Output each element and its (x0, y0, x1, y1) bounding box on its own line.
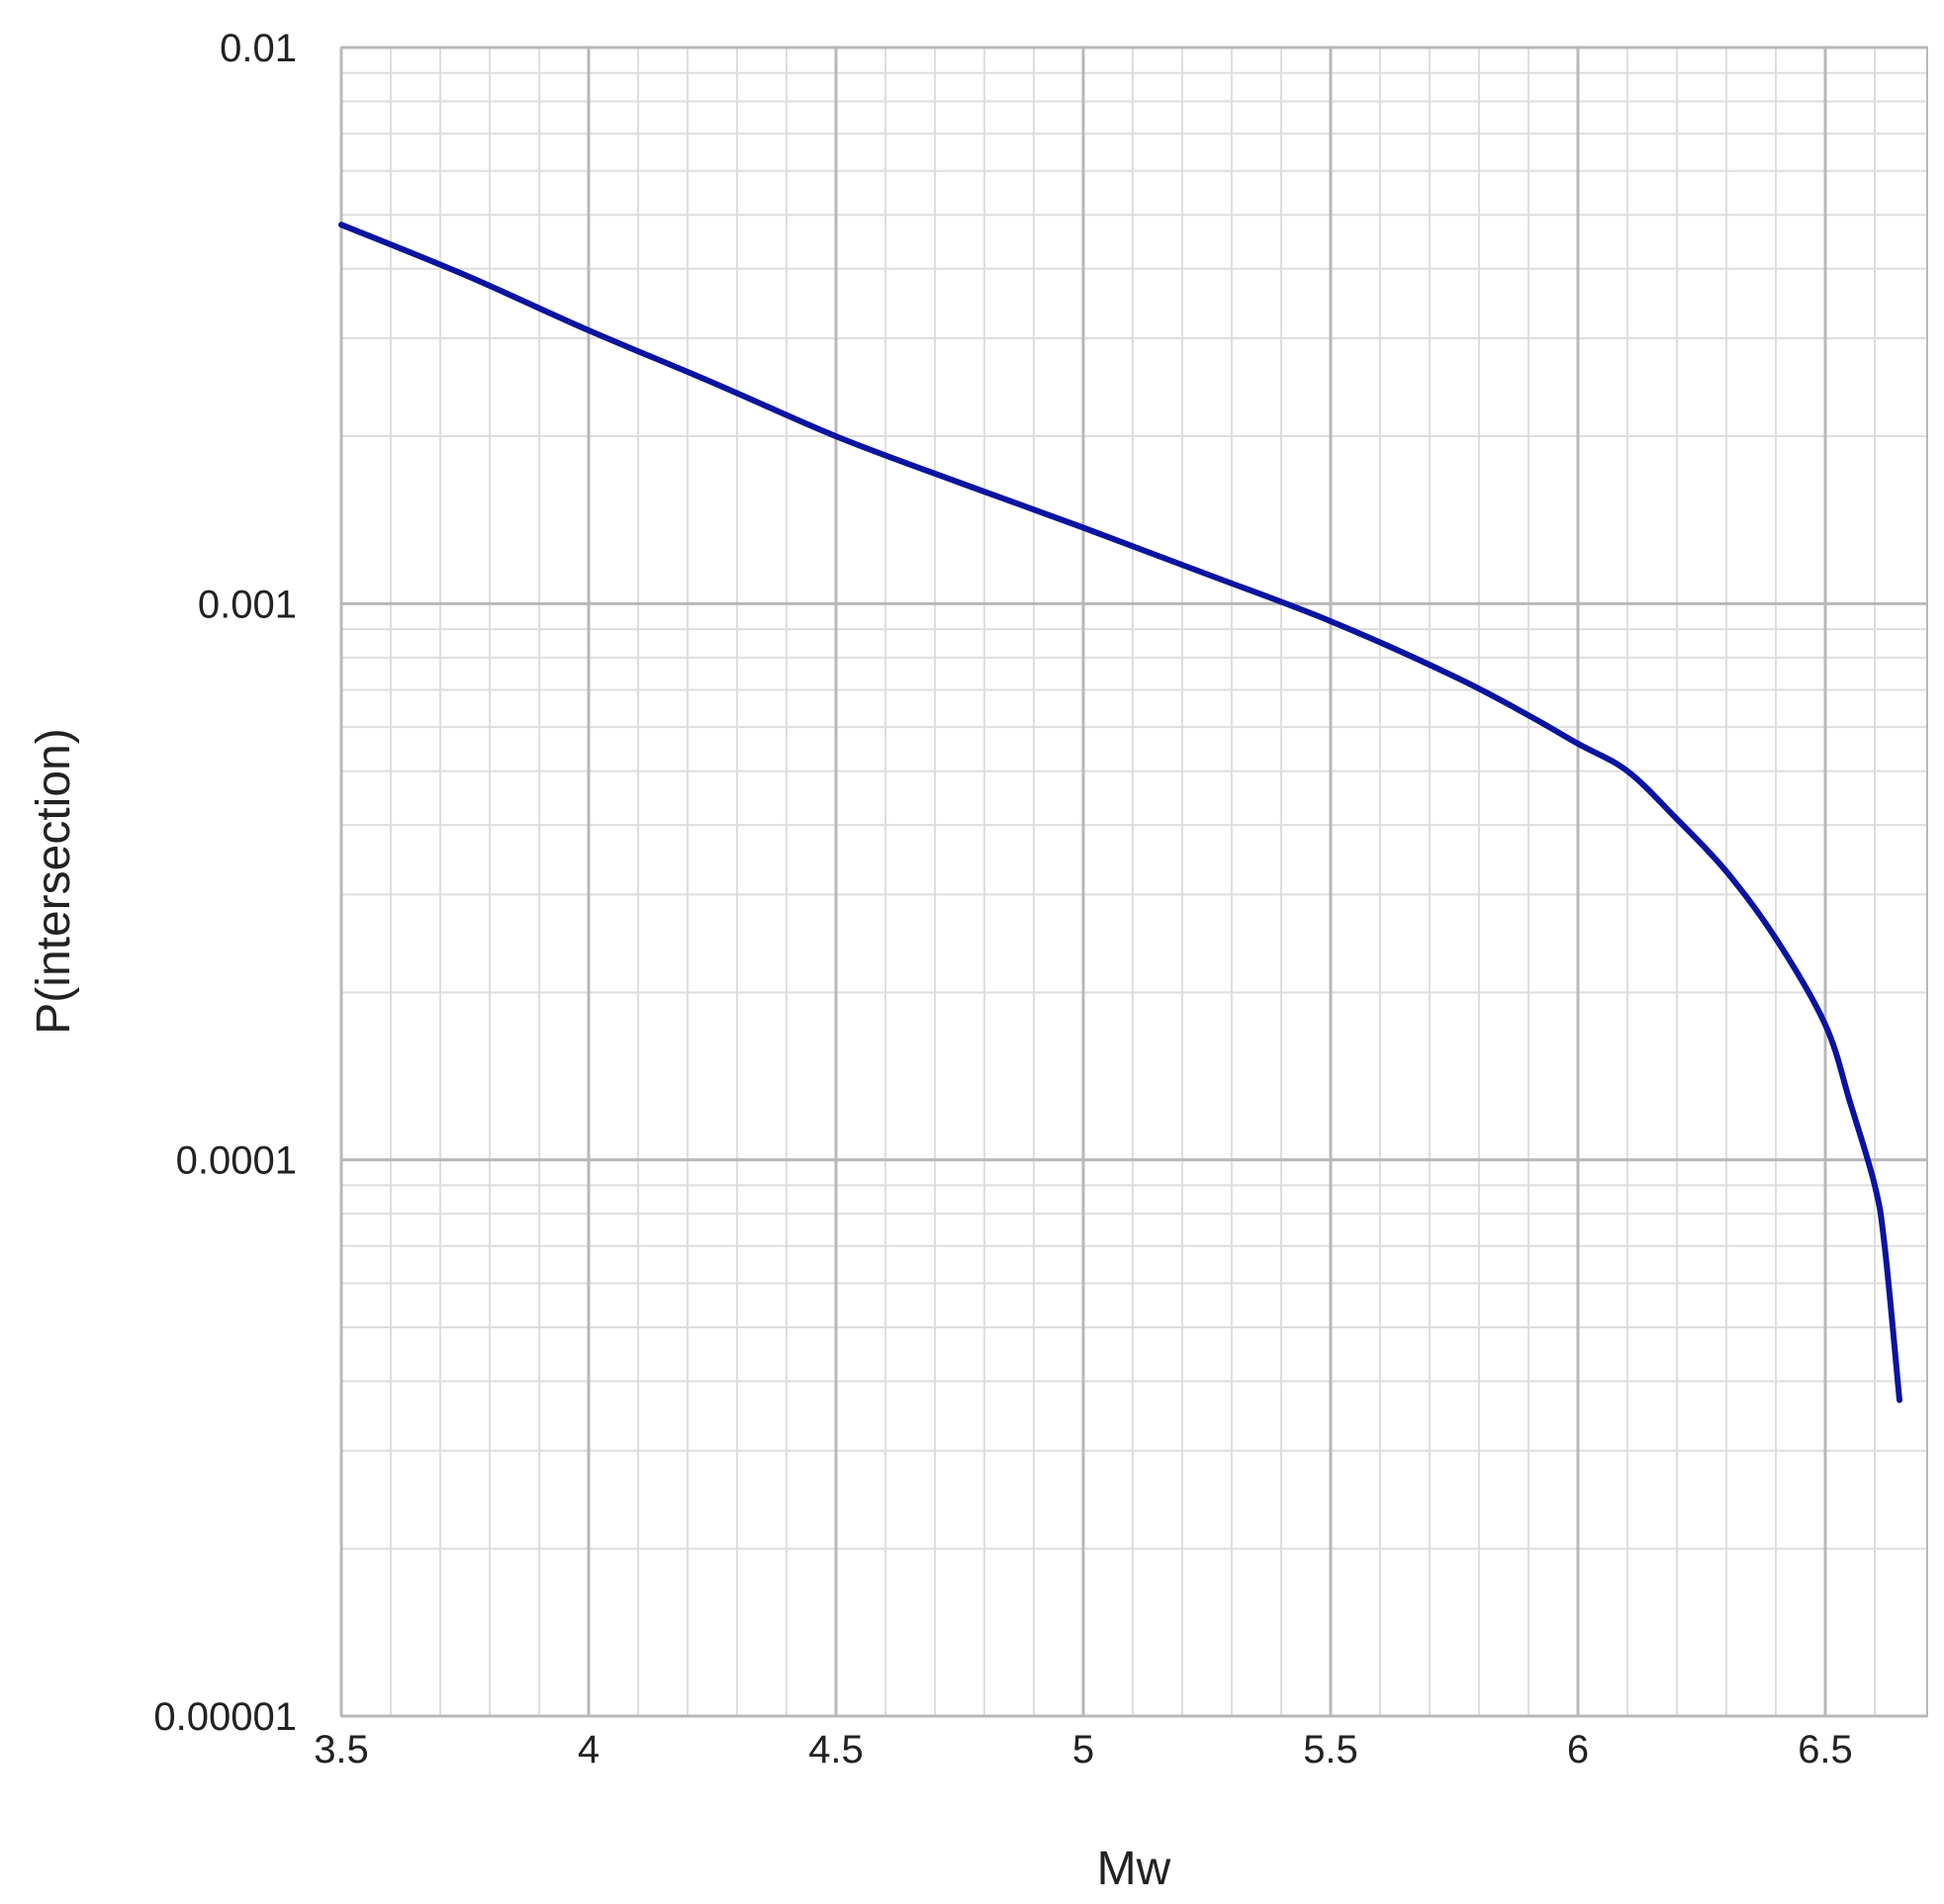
y-tick-label: 0.01 (220, 27, 297, 70)
x-tick-labels: 3.5 4 4.5 5 5.5 6 6.5 (314, 1728, 1853, 1771)
x-tick-label: 4.5 (808, 1728, 864, 1771)
x-tick-label: 4 (578, 1728, 600, 1771)
minor-grid (341, 47, 1927, 1716)
y-tick-label: 0.00001 (153, 1695, 297, 1739)
series-line (338, 222, 1902, 1404)
plot-area (340, 46, 1928, 1717)
x-tick-label: 3.5 (314, 1728, 369, 1771)
y-tick-labels: 0.01 0.001 0.0001 0.00001 (153, 27, 297, 1739)
major-grid (339, 45, 1927, 1718)
y-axis-title: P(intersection) (28, 728, 80, 1034)
x-tick-label: 5 (1072, 1728, 1094, 1771)
x-tick-label: 6 (1567, 1728, 1589, 1771)
series-layer (338, 222, 1902, 1404)
y-tick-label: 0.0001 (176, 1139, 297, 1183)
y-tick-label: 0.001 (198, 583, 297, 626)
x-tick-label: 5.5 (1303, 1728, 1358, 1771)
x-tick-label: 6.5 (1798, 1728, 1853, 1771)
x-axis-title: Mw (1097, 1843, 1171, 1895)
